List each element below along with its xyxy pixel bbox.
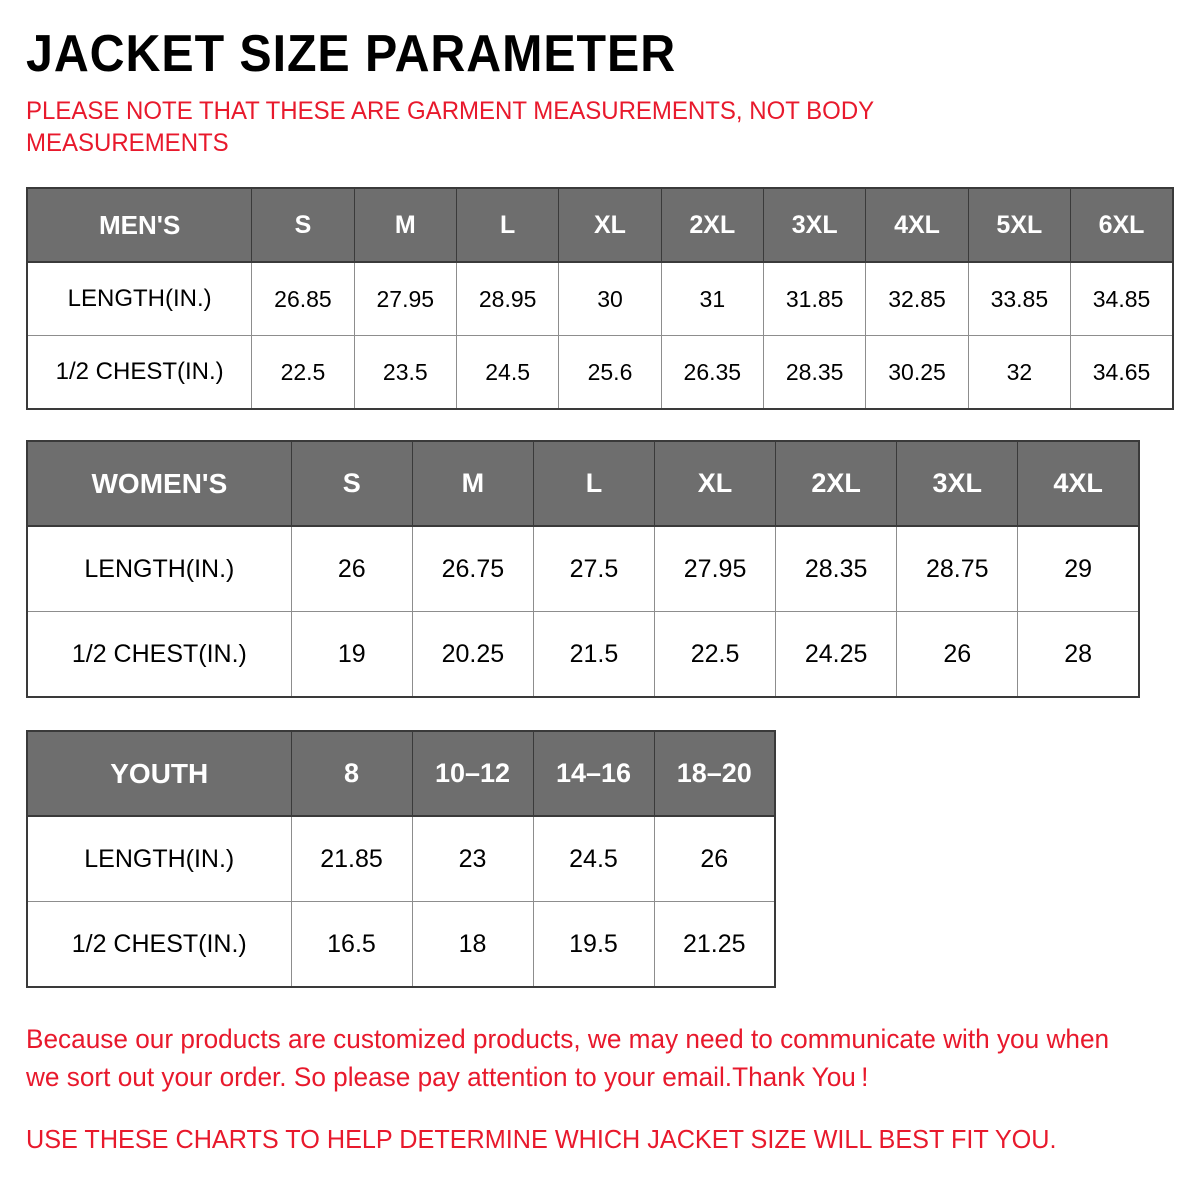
category-header-mens: MEN'S xyxy=(26,187,253,263)
page-title: JACKET SIZE PARAMETER xyxy=(26,25,677,83)
cell-length-l: 28.95 xyxy=(455,261,560,336)
cell-chest-14-16: 19.5 xyxy=(532,901,655,988)
mens-size-table: MEN'S S M L XL 2XL 3XL 4XL 5XL 6XL LENGT… xyxy=(26,187,1174,410)
size-header-xl: XL xyxy=(558,187,662,263)
size-header-10-12: 10–12 xyxy=(411,730,534,817)
category-header-womens: WOMEN'S xyxy=(26,440,292,527)
cell-chest-6xl: 34.65 xyxy=(1070,335,1174,410)
size-header-m: M xyxy=(411,440,534,527)
size-header-l: L xyxy=(532,440,656,527)
row-label-chest: 1/2 CHEST(IN.) xyxy=(26,335,253,410)
cell-length-xl: 30 xyxy=(558,261,662,336)
row-label-length: LENGTH(IN.) xyxy=(26,261,253,336)
row-label-chest: 1/2 CHEST(IN.) xyxy=(26,901,292,988)
cell-chest-s: 22.5 xyxy=(251,335,355,410)
size-header-2xl: 2XL xyxy=(775,440,898,527)
cell-length-xl: 27.95 xyxy=(654,525,777,612)
cell-chest-18-20: 21.25 xyxy=(653,901,776,988)
cell-chest-xl: 22.5 xyxy=(654,611,777,698)
cell-length-l: 27.5 xyxy=(532,525,656,612)
womens-size-table: WOMEN'S S M L XL 2XL 3XL 4XL LENGTH(IN.)… xyxy=(26,440,1140,698)
row-label-length: LENGTH(IN.) xyxy=(26,815,292,902)
cell-length-s: 26 xyxy=(290,525,413,612)
cell-length-2xl: 28.35 xyxy=(775,525,898,612)
table-header-row: YOUTH 8 10–12 14–16 18–20 xyxy=(26,730,776,817)
row-label-length: LENGTH(IN.) xyxy=(26,525,292,612)
size-header-l: L xyxy=(455,187,560,263)
size-header-6xl: 6XL xyxy=(1070,187,1174,263)
table-row: 1/2 CHEST(IN.) 19 20.25 21.5 22.5 24.25 … xyxy=(26,611,1140,698)
table-row: LENGTH(IN.) 26.85 27.95 28.95 30 31 31.8… xyxy=(26,261,1174,336)
cell-chest-m: 23.5 xyxy=(353,335,457,410)
cell-length-6xl: 34.85 xyxy=(1070,261,1174,336)
table-row: 1/2 CHEST(IN.) 16.5 18 19.5 21.25 xyxy=(26,901,776,988)
cell-length-4xl: 32.85 xyxy=(865,261,969,336)
table-row: 1/2 CHEST(IN.) 22.5 23.5 24.5 25.6 26.35… xyxy=(26,335,1174,410)
size-header-8: 8 xyxy=(290,730,413,817)
size-header-s: S xyxy=(290,440,413,527)
cell-length-s: 26.85 xyxy=(251,261,355,336)
youth-size-table: YOUTH 8 10–12 14–16 18–20 LENGTH(IN.) 21… xyxy=(26,730,776,988)
cell-chest-2xl: 24.25 xyxy=(775,611,898,698)
cell-chest-l: 24.5 xyxy=(455,335,560,410)
garment-measurement-notice: PLEASE NOTE THAT THESE ARE GARMENT MEASU… xyxy=(26,97,874,157)
cell-length-4xl: 29 xyxy=(1017,525,1140,612)
cell-chest-3xl: 26 xyxy=(896,611,1019,698)
size-header-4xl: 4XL xyxy=(865,187,969,263)
cell-chest-s: 19 xyxy=(290,611,413,698)
table-header-row: WOMEN'S S M L XL 2XL 3XL 4XL xyxy=(26,440,1140,527)
chart-usage-note: USE THESE CHARTS TO HELP DETERMINE WHICH… xyxy=(26,1123,1057,1154)
footer-notes: Because our products are customized prod… xyxy=(26,1020,1174,1156)
cell-length-3xl: 31.85 xyxy=(762,261,867,336)
size-header-5xl: 5XL xyxy=(967,187,1072,263)
size-header-18-20: 18–20 xyxy=(653,730,776,817)
cell-length-m: 27.95 xyxy=(353,261,457,336)
size-header-3xl: 3XL xyxy=(896,440,1019,527)
cell-chest-10-12: 18 xyxy=(411,901,534,988)
size-header-2xl: 2XL xyxy=(660,187,765,263)
size-header-s: S xyxy=(251,187,355,263)
cell-chest-xl: 25.6 xyxy=(558,335,662,410)
size-header-xl: XL xyxy=(654,440,777,527)
cell-chest-l: 21.5 xyxy=(532,611,656,698)
cell-chest-4xl: 28 xyxy=(1017,611,1140,698)
cell-length-14-16: 24.5 xyxy=(532,815,655,902)
cell-length-8: 21.85 xyxy=(290,815,413,902)
cell-chest-4xl: 30.25 xyxy=(865,335,969,410)
table-row: LENGTH(IN.) 26 26.75 27.5 27.95 28.35 28… xyxy=(26,525,1140,612)
size-header-m: M xyxy=(353,187,457,263)
size-header-3xl: 3XL xyxy=(762,187,867,263)
cell-chest-2xl: 26.35 xyxy=(660,335,765,410)
customization-note: Because our products are customized prod… xyxy=(26,1024,1110,1093)
cell-length-2xl: 31 xyxy=(660,261,765,336)
cell-length-5xl: 33.85 xyxy=(967,261,1072,336)
cell-length-3xl: 28.75 xyxy=(896,525,1019,612)
cell-chest-8: 16.5 xyxy=(290,901,413,988)
cell-length-18-20: 26 xyxy=(653,815,776,902)
table-row: LENGTH(IN.) 21.85 23 24.5 26 xyxy=(26,815,776,902)
cell-chest-5xl: 32 xyxy=(967,335,1072,410)
size-header-4xl: 4XL xyxy=(1017,440,1140,527)
cell-length-m: 26.75 xyxy=(411,525,534,612)
cell-chest-3xl: 28.35 xyxy=(762,335,867,410)
category-header-youth: YOUTH xyxy=(26,730,292,817)
size-header-14-16: 14–16 xyxy=(532,730,655,817)
table-header-row: MEN'S S M L XL 2XL 3XL 4XL 5XL 6XL xyxy=(26,187,1174,263)
cell-chest-m: 20.25 xyxy=(411,611,534,698)
row-label-chest: 1/2 CHEST(IN.) xyxy=(26,611,292,698)
cell-length-10-12: 23 xyxy=(411,815,534,902)
